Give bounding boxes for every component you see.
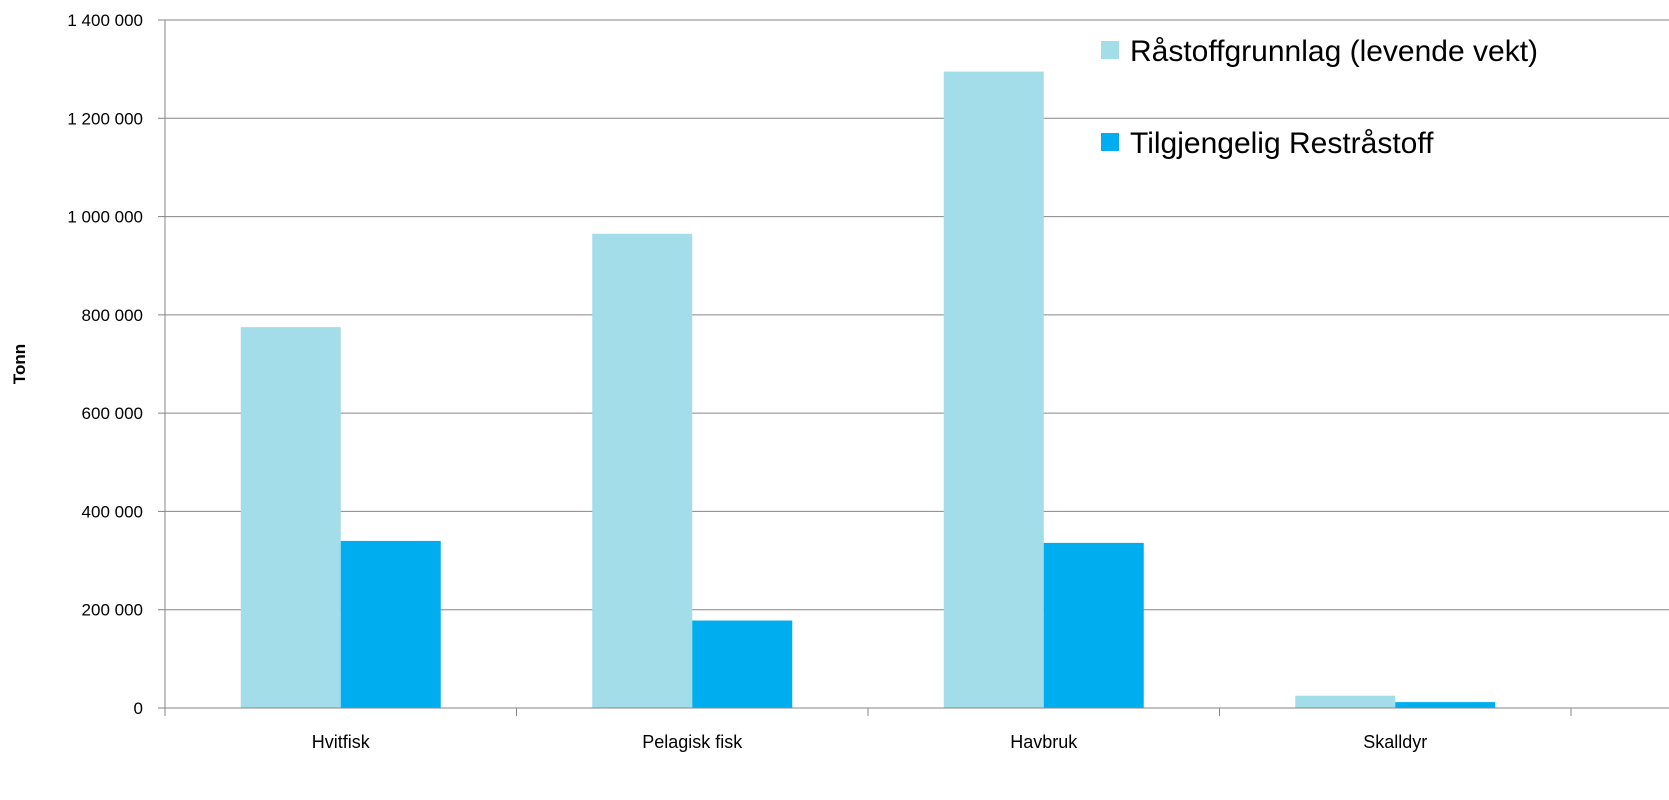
- legend-swatch: [1101, 133, 1119, 151]
- y-tick-label: 1 000 000: [67, 208, 143, 227]
- bar-skalldyr-series-1: [1295, 696, 1395, 708]
- gridlines: [165, 20, 1669, 610]
- y-tick-label: 400 000: [82, 502, 143, 521]
- y-tick-label: 1 400 000: [67, 11, 143, 30]
- y-tick-label: 800 000: [82, 306, 143, 325]
- bar-hvitfisk-series-1: [241, 327, 341, 708]
- legend-label: Råstoffgrunnlag (levende vekt): [1130, 35, 1538, 68]
- y-tick-label: 1 200 000: [67, 109, 143, 128]
- bars: [241, 72, 1496, 708]
- legend-label: Tilgjengelig Restråstoff: [1130, 127, 1434, 160]
- y-tick-label: 200 000: [82, 601, 143, 620]
- x-tick-label: Pelagisk fisk: [642, 732, 743, 752]
- x-tick-label: Skalldyr: [1363, 732, 1427, 752]
- y-axis-ticks: 0 200 000 400 000 600 000 800 000 1 000 000 1 …: [67, 11, 165, 718]
- x-axis-ticks: Hvitfisk Pelagisk fisk Havbruk Skalldyr: [165, 708, 1571, 752]
- bar-pelagisk-fisk-series-1: [592, 234, 692, 708]
- y-axis-label: Tonn: [10, 344, 29, 384]
- bar-hvitfisk-series-2: [341, 541, 441, 708]
- x-tick-label: Havbruk: [1010, 732, 1078, 752]
- bar-havbruk-series-2: [1044, 543, 1144, 708]
- y-tick-label: 600 000: [82, 404, 143, 423]
- bar-havbruk-series-1: [944, 72, 1044, 708]
- bar-skalldyr-series-2: [1395, 702, 1495, 708]
- y-tick-label: 0: [134, 699, 143, 718]
- x-tick-label: Hvitfisk: [312, 732, 371, 752]
- legend: Råstoffgrunnlag (levende vekt) Tilgjengel…: [1101, 35, 1538, 160]
- bar-pelagisk-fisk-series-2: [692, 621, 792, 708]
- legend-swatch: [1101, 41, 1119, 59]
